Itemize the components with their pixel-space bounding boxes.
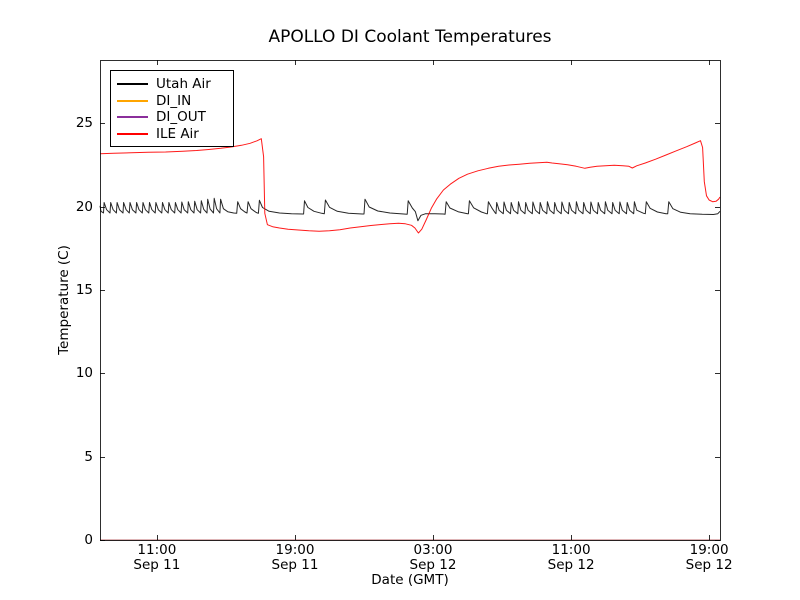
- x-tick-date: Sep 12: [685, 556, 733, 573]
- x-tick-time: 03:00: [413, 542, 453, 558]
- plot-title: APOLLO DI Coolant Temperatures: [268, 27, 552, 47]
- legend-item: Utah Air: [117, 76, 227, 93]
- y-tick-label: 0: [84, 532, 93, 548]
- y-tick-label: 20: [75, 198, 93, 215]
- x-tick-label: 11:00 Sep 12: [548, 543, 595, 572]
- legend-line-sample: [117, 116, 148, 119]
- y-axis-label: Temperature (C): [56, 245, 72, 355]
- series-line-utah-air: [99, 197, 721, 222]
- legend-label: DI_OUT: [156, 109, 206, 126]
- x-tick-time: 11:00: [551, 542, 591, 558]
- y-tick-label: 5: [84, 448, 93, 465]
- x-tick-date: Sep 11: [133, 556, 181, 573]
- legend-line-sample: [117, 83, 148, 86]
- x-tick-label: 11:00 Sep 11: [133, 543, 180, 572]
- x-tick-label: 03:00 Sep 12: [410, 543, 457, 572]
- legend-item: ILE Air: [117, 126, 227, 143]
- x-tick-date: Sep 12: [547, 556, 595, 573]
- legend-item: DI_OUT: [117, 109, 227, 126]
- legend-label: DI_IN: [156, 92, 192, 109]
- x-tick-label: 19:00 Sep 12: [686, 543, 733, 572]
- axes-border: [100, 60, 721, 541]
- legend-label: Utah Air: [156, 76, 211, 93]
- x-tick-time: 11:00: [137, 542, 177, 558]
- x-tick-time: 19:00: [275, 542, 315, 558]
- legend-item: DI_IN: [117, 93, 227, 110]
- axes-frame: [100, 60, 721, 541]
- legend: Utah Air DI_IN DI_OUT ILE Air: [110, 70, 234, 147]
- y-tick-label: 15: [75, 282, 93, 298]
- legend-label: ILE Air: [156, 125, 199, 142]
- x-tick-time: 19:00: [689, 542, 729, 558]
- series-line-ile-air: [99, 138, 721, 234]
- y-tick-label: 25: [75, 115, 93, 132]
- legend-line-sample: [117, 132, 148, 135]
- legend-line-sample: [117, 99, 148, 102]
- x-tick-date: Sep 12: [409, 556, 457, 573]
- y-tick-label: 10: [75, 365, 93, 382]
- x-tick-label: 19:00 Sep 11: [272, 543, 319, 572]
- x-tick-date: Sep 11: [271, 556, 319, 573]
- x-axis-label: Date (GMT): [371, 572, 449, 588]
